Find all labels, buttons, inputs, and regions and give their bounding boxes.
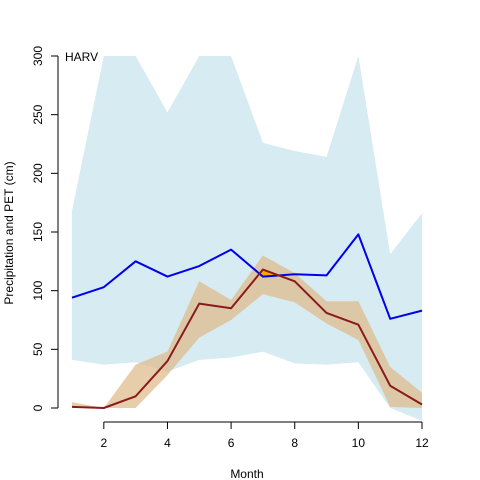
y-tick-label: 0 xyxy=(31,404,45,411)
x-tick-label: 6 xyxy=(228,436,235,450)
line-layer xyxy=(71,233,423,409)
panel-label: HARV xyxy=(65,50,98,64)
y-tick-label: 100 xyxy=(31,280,45,300)
y-tick-label: 50 xyxy=(31,342,45,356)
band-layer xyxy=(72,56,422,421)
x-tick-label: 10 xyxy=(352,436,366,450)
x-tick-label: 2 xyxy=(100,436,107,450)
range-band-1 xyxy=(72,56,422,421)
x-tick-label: 4 xyxy=(164,436,171,450)
x-tick-label: 12 xyxy=(415,436,429,450)
y-tick-label: 150 xyxy=(31,222,45,242)
y-tick-label: 250 xyxy=(31,104,45,124)
axes: 2 4 6 8 10 12 0 50 100 150 200 250 300 xyxy=(31,46,429,450)
series-line-2 xyxy=(71,268,423,409)
y-tick-label: 200 xyxy=(31,163,45,183)
x-axis-title: Month xyxy=(230,467,263,480)
y-tick-label: 300 xyxy=(31,46,45,66)
series-line-1 xyxy=(71,233,423,320)
y-axis-title: Precipitation and PET (cm) xyxy=(2,161,16,304)
x-tick-label: 8 xyxy=(291,436,298,450)
